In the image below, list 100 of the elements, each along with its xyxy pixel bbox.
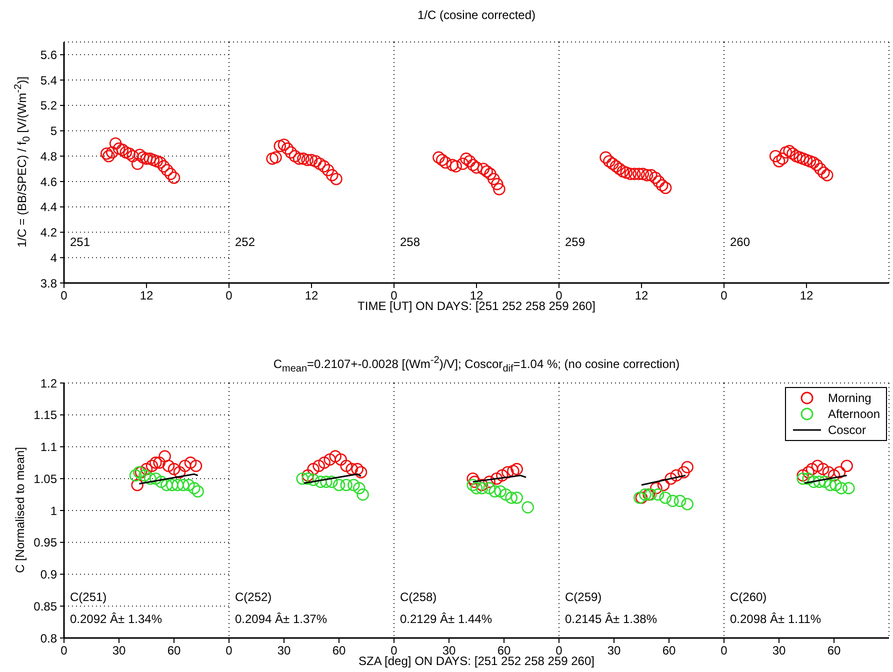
point bbox=[184, 456, 197, 469]
annotation: C(252) bbox=[235, 590, 272, 604]
point bbox=[270, 151, 282, 164]
point bbox=[490, 178, 504, 190]
point bbox=[644, 169, 658, 182]
point bbox=[296, 472, 308, 485]
point bbox=[814, 162, 826, 175]
annotation: 251 bbox=[70, 235, 90, 249]
annotation: C(251) bbox=[70, 590, 107, 604]
point bbox=[432, 151, 445, 164]
point bbox=[351, 462, 364, 476]
annotation: 0.2145 Â± 1.38% bbox=[565, 612, 657, 626]
point bbox=[131, 158, 144, 170]
annotation: 0.2094 Â± 1.37% bbox=[235, 612, 327, 626]
point bbox=[129, 469, 142, 482]
point bbox=[346, 462, 358, 476]
point bbox=[133, 148, 146, 162]
point bbox=[138, 469, 151, 482]
point bbox=[818, 476, 831, 488]
point bbox=[123, 147, 136, 160]
point bbox=[120, 146, 132, 159]
legend-label: Afternoon bbox=[828, 407, 880, 421]
point bbox=[674, 494, 686, 508]
point bbox=[664, 472, 677, 485]
point bbox=[112, 142, 126, 155]
annotation: 258 bbox=[400, 235, 420, 249]
point bbox=[496, 469, 508, 482]
point bbox=[318, 160, 330, 172]
point bbox=[109, 137, 122, 150]
x-tick-label: 12 bbox=[140, 288, 154, 303]
point bbox=[446, 158, 459, 172]
point bbox=[656, 179, 668, 192]
point bbox=[636, 168, 650, 180]
point bbox=[164, 168, 177, 180]
point bbox=[833, 466, 846, 478]
point bbox=[140, 462, 153, 476]
point bbox=[652, 175, 665, 188]
y-tick-label: 4.2 bbox=[40, 226, 58, 240]
point bbox=[314, 158, 326, 170]
point bbox=[292, 152, 306, 165]
point bbox=[302, 469, 314, 482]
point bbox=[326, 476, 338, 488]
point bbox=[324, 453, 336, 466]
x-tick-label: 60 bbox=[332, 644, 346, 658]
y-tick-label: 1.05 bbox=[34, 472, 58, 486]
point bbox=[274, 140, 286, 152]
y-tick-label: 5.2 bbox=[40, 98, 58, 113]
point bbox=[510, 462, 523, 476]
chart-title: C$_{mean}$=0.2107+-0.0028 [(Wm$^{-2}$)/V]; Coscor$_{dif}$=1.04 %; (no cosine correction) bbox=[272, 355, 681, 374]
point bbox=[173, 466, 186, 478]
point bbox=[659, 182, 672, 194]
point bbox=[106, 146, 118, 159]
point bbox=[468, 476, 481, 488]
point bbox=[466, 472, 479, 485]
point bbox=[480, 165, 493, 178]
point bbox=[326, 169, 338, 182]
point bbox=[483, 476, 496, 488]
point bbox=[659, 492, 672, 504]
point bbox=[320, 476, 332, 488]
point bbox=[155, 476, 168, 488]
y-tick-label: 3.8 bbox=[40, 276, 58, 290]
point bbox=[830, 478, 842, 492]
point bbox=[348, 478, 360, 492]
point bbox=[332, 478, 346, 492]
point bbox=[166, 478, 178, 492]
point bbox=[436, 154, 448, 166]
point bbox=[484, 168, 496, 180]
x-tick-label: 30 bbox=[112, 644, 126, 658]
point bbox=[666, 494, 679, 508]
point bbox=[168, 172, 180, 184]
point bbox=[309, 155, 322, 168]
legend-label: Morning bbox=[828, 391, 872, 405]
x-tick-label: 0 bbox=[60, 644, 68, 658]
point bbox=[182, 478, 195, 492]
point bbox=[116, 144, 129, 156]
point bbox=[657, 478, 670, 492]
point bbox=[488, 172, 500, 186]
annotation: 260 bbox=[730, 235, 750, 249]
x-tick-label: 30 bbox=[772, 644, 786, 658]
x-tick-label: 60 bbox=[827, 644, 841, 658]
point bbox=[670, 469, 682, 482]
point bbox=[800, 154, 813, 166]
point bbox=[640, 169, 654, 182]
point bbox=[796, 472, 809, 485]
point bbox=[796, 469, 809, 482]
point bbox=[783, 144, 796, 158]
point bbox=[824, 478, 836, 492]
y-tick-label: 4.6 bbox=[40, 174, 58, 189]
point bbox=[616, 165, 630, 178]
point bbox=[288, 150, 302, 162]
point bbox=[813, 476, 826, 488]
point bbox=[507, 464, 520, 478]
point bbox=[466, 478, 479, 492]
point bbox=[639, 488, 652, 501]
annotation: 259 bbox=[565, 235, 586, 249]
point bbox=[840, 460, 853, 472]
chart-title: 1/C (cosine corrected) bbox=[416, 8, 537, 22]
y-tick-label: 4.4 bbox=[40, 200, 58, 214]
point bbox=[470, 482, 483, 494]
annotation: C(260) bbox=[730, 590, 767, 604]
